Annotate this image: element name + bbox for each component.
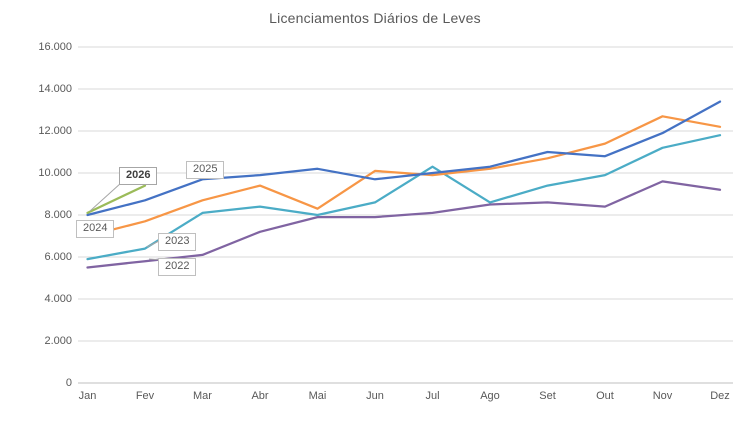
y-axis-tick-label: 10.000: [38, 167, 72, 179]
x-axis-tick-label: Jul: [425, 390, 440, 402]
y-axis-tick-label: 8.000: [44, 209, 72, 221]
series-line-2024[interactable]: [86, 115, 722, 238]
series-label-2024[interactable]: 2024: [76, 220, 115, 238]
y-axis-tick-label: 12.000: [38, 125, 72, 137]
callout-leader-2023: [146, 240, 160, 248]
series-label-2022[interactable]: 2022: [158, 258, 197, 276]
y-axis-tick-label: 6.000: [44, 251, 72, 263]
x-axis-tick-label: Jun: [366, 390, 384, 402]
series-label-2026[interactable]: 2026: [119, 167, 158, 185]
chart-title: Licenciamentos Diários de Leves: [269, 10, 481, 26]
x-axis-tick-label: Jan: [78, 390, 97, 402]
series-line-2022[interactable]: [86, 180, 722, 269]
x-axis-tick-label: Out: [596, 390, 614, 402]
y-axis-tick-label: 4.000: [44, 293, 72, 305]
x-axis-tick-label: Set: [539, 390, 556, 402]
y-axis-tick-label: 14.000: [38, 83, 72, 95]
y-axis-tick-label: 0: [65, 377, 72, 389]
series-lines: [86, 100, 722, 269]
x-axis-tick-label: Ago: [480, 390, 500, 402]
x-axis-tick-label: Dez: [710, 390, 730, 402]
series-label-2025[interactable]: 2025: [186, 161, 225, 179]
series-label-2023[interactable]: 2023: [158, 233, 197, 251]
x-axis-tick-label: Abr: [251, 390, 269, 402]
y-axis-tick-label: 16.000: [38, 41, 72, 53]
x-axis-tick-label: Fev: [135, 390, 155, 402]
series-line-2026[interactable]: [86, 184, 147, 215]
x-axis-tick-label: Mai: [308, 390, 327, 402]
series-line-2025[interactable]: [86, 100, 722, 217]
series-line-2023[interactable]: [86, 134, 722, 261]
callout-leader-2026: [89, 182, 122, 212]
x-axis-tick-label: Nov: [652, 390, 673, 402]
x-axis-tick-label: Mar: [193, 390, 212, 402]
y-axis-tick-label: 2.000: [44, 335, 72, 347]
